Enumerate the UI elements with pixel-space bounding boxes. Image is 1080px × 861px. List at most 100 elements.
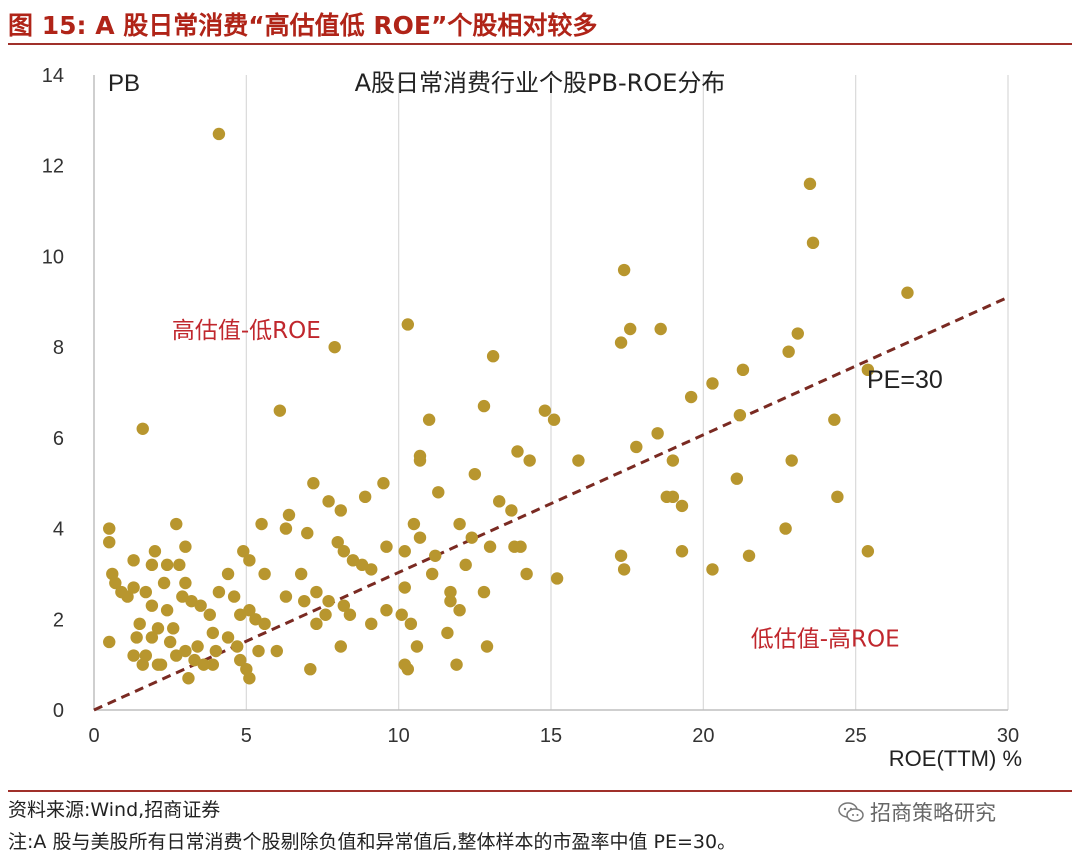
data-point <box>453 517 466 531</box>
x-axis-title: ROE(TTM) % <box>889 746 1022 771</box>
data-point <box>185 594 198 608</box>
data-point <box>550 572 564 585</box>
label-layer: PB A股日常消费行业个股PB-ROE分布 ROE(TTM) % PE=30 高估值-低… <box>108 69 1022 771</box>
x-tick-label: 25 <box>845 725 867 747</box>
data-point <box>252 644 265 658</box>
data-point <box>145 631 159 644</box>
data-point <box>337 599 351 612</box>
x-tick-label: 10 <box>388 725 410 747</box>
data-point <box>413 454 427 467</box>
data-point <box>465 531 478 544</box>
data-point <box>675 499 689 513</box>
data-point <box>109 576 122 590</box>
data-point <box>234 608 247 621</box>
data-point <box>432 486 445 499</box>
data-point <box>148 545 162 558</box>
wechat-icon <box>838 802 864 822</box>
data-point <box>806 236 820 250</box>
data-point <box>861 363 875 377</box>
data-point <box>358 490 372 504</box>
data-point <box>127 581 140 594</box>
data-point <box>170 649 183 662</box>
data-point <box>493 495 506 508</box>
data-point <box>486 350 500 363</box>
data-point <box>901 286 914 299</box>
data-point <box>127 649 140 662</box>
data-point <box>221 567 235 581</box>
data-point <box>294 567 308 581</box>
data-point <box>163 635 177 649</box>
data-point <box>651 427 664 440</box>
data-point <box>145 599 159 612</box>
data-point <box>337 545 351 558</box>
y-tick-label: 14 <box>42 65 64 87</box>
data-point <box>188 653 201 667</box>
data-point <box>136 658 149 671</box>
data-point <box>139 585 152 599</box>
data-point <box>221 631 235 644</box>
watermark: 招商策略研究 <box>838 797 996 827</box>
data-point <box>173 558 186 572</box>
data-point <box>179 644 192 658</box>
data-point <box>249 613 262 626</box>
data-point <box>614 336 628 349</box>
data-point <box>410 640 424 653</box>
data-point <box>617 263 631 277</box>
data-point <box>401 318 415 331</box>
data-point <box>167 622 180 635</box>
data-point <box>380 604 393 617</box>
data-point <box>480 640 494 653</box>
data-point <box>206 658 220 671</box>
data-point <box>547 413 561 426</box>
data-point <box>706 377 719 390</box>
data-point <box>459 558 472 572</box>
data-point <box>328 340 341 354</box>
data-point <box>520 567 533 581</box>
data-point <box>279 522 293 535</box>
data-point <box>413 531 427 544</box>
data-point <box>736 363 750 377</box>
x-tick-label: 15 <box>540 725 562 747</box>
data-point <box>103 535 116 549</box>
data-point <box>240 662 253 676</box>
data-point <box>322 594 335 608</box>
data-point <box>706 563 719 576</box>
trend-layer <box>93 295 1009 712</box>
data-point <box>355 558 369 572</box>
data-point <box>377 477 390 490</box>
data-point <box>630 440 643 454</box>
data-point <box>279 590 293 603</box>
y-tick-label: 4 <box>53 519 64 541</box>
data-point <box>179 576 192 590</box>
figure-title: 图 15: A 股日常消费“高估值低 ROE”个股相对较多 <box>8 11 598 40</box>
data-point <box>197 658 210 671</box>
data-point <box>523 454 536 467</box>
data-point <box>538 404 552 417</box>
annotation-low-valuation-high-roe: 低估值-高ROE <box>751 627 900 653</box>
data-point <box>130 631 143 644</box>
watermark-text: 招商策略研究 <box>870 801 996 825</box>
data-point <box>203 608 216 621</box>
data-point <box>654 322 667 336</box>
data-point <box>511 445 524 458</box>
data-point <box>404 617 418 631</box>
data-point <box>230 640 244 653</box>
trendline-pe30 <box>93 295 1009 712</box>
data-point <box>395 608 408 621</box>
data-point <box>782 345 795 358</box>
x-tick-label: 0 <box>88 725 99 747</box>
data-point <box>742 549 756 562</box>
data-point <box>270 644 283 658</box>
data-point <box>170 517 183 531</box>
data-point <box>127 554 140 567</box>
data-point <box>212 585 226 599</box>
data-point <box>365 563 378 576</box>
data-point <box>273 404 287 417</box>
footnote: 注:A 股与美股所有日常消费个股剔除负值和异常值后,整体样本的市盈率中值 PE=… <box>8 831 737 853</box>
data-point <box>282 508 296 522</box>
data-point <box>243 554 256 567</box>
data-point <box>258 567 271 581</box>
data-point <box>227 590 241 603</box>
y-tick-label: 12 <box>42 156 64 178</box>
data-point <box>733 408 747 422</box>
